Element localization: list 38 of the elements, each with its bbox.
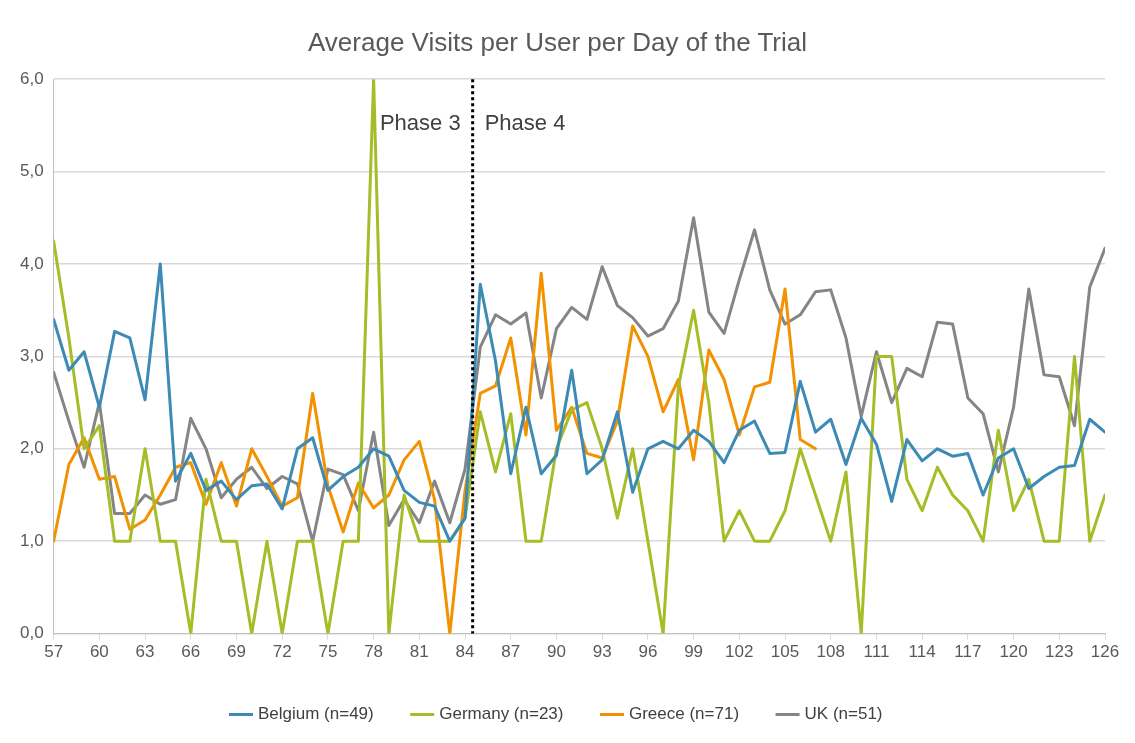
x-tick-label: 117 (954, 642, 982, 662)
x-tick-label: 123 (1045, 642, 1074, 662)
x-tick-label: 57 (44, 642, 64, 662)
y-tick-label: 5,0 (19, 161, 44, 181)
x-tick-label: 72 (272, 642, 292, 662)
y-tick-label: 2,0 (19, 438, 44, 458)
x-tick-label: 126 (1090, 642, 1120, 662)
chart-title: Average Visits per User per Day of the Trial (307, 26, 808, 57)
x-tick-label: 90 (547, 642, 566, 662)
x-tick-label: 60 (89, 642, 109, 662)
y-tick-label: 6,0 (19, 68, 44, 88)
y-tick-label: 4,0 (19, 253, 44, 273)
x-tick-label: 87 (501, 642, 521, 662)
x-tick-label: 108 (816, 642, 845, 662)
x-tick-label: 66 (181, 642, 201, 662)
x-tick-label: 69 (227, 642, 246, 662)
x-tick-label: 99 (684, 642, 704, 662)
x-tick-label: 84 (455, 642, 475, 662)
legend-label: UK (n=51) (804, 704, 883, 724)
legend-label: Belgium (n=49) (257, 704, 374, 724)
x-tick-label: 114 (908, 642, 936, 662)
x-tick-label: 120 (999, 642, 1028, 662)
y-tick-label: 1,0 (19, 530, 44, 550)
x-tick-label: 93 (592, 642, 612, 662)
legend-label: Germany (n=23) (439, 704, 564, 724)
x-tick-label: 63 (135, 642, 155, 662)
annotation: Phase 4 (484, 110, 566, 136)
x-tick-label: 105 (770, 642, 800, 662)
y-tick-label: 0,0 (19, 623, 44, 643)
x-tick-label: 78 (364, 642, 384, 662)
x-tick-label: 96 (638, 642, 658, 662)
x-tick-label: 75 (318, 642, 338, 662)
legend-label: Greece (n=71) (628, 704, 740, 724)
x-tick-label: 102 (725, 642, 754, 662)
x-tick-label: 111 (863, 642, 890, 662)
y-tick-label: 3,0 (19, 346, 44, 366)
annotation: Phase 3 (379, 110, 461, 136)
x-tick-label: 81 (409, 642, 429, 662)
